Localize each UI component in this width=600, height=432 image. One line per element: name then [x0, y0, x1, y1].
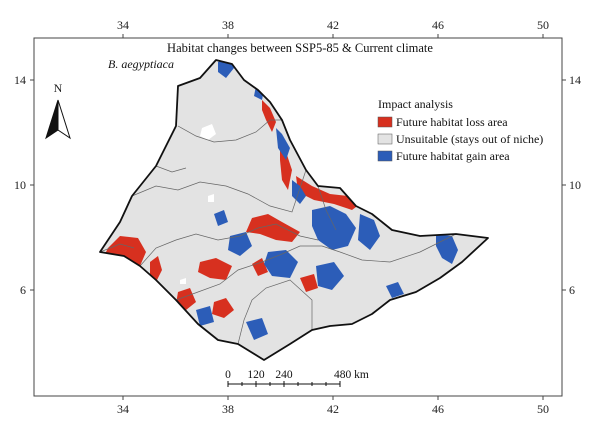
- lon-tick-bottom-46: 46: [432, 402, 444, 416]
- north-label: N: [54, 81, 63, 95]
- legend: Impact analysis Future habitat loss area…: [377, 97, 543, 163]
- lat-tick-right-10: 10: [569, 178, 581, 192]
- ethiopia-map-body: [99, 59, 489, 361]
- lat-tick-left-14: 14: [14, 73, 26, 87]
- species-label: B. aegyptiaca: [108, 57, 174, 71]
- lon-tick-top-38: 38: [222, 18, 234, 32]
- scale-bar: 0 120 240 480 km: [225, 369, 369, 387]
- lon-tick-bottom-34: 34: [117, 402, 129, 416]
- side-tick-marks: [30, 79, 566, 291]
- top-tick-marks: [122, 34, 544, 38]
- regional-borders: [100, 119, 457, 345]
- lat-tick-right-6: 6: [569, 283, 575, 297]
- legend-swatch-unsuitable: [377, 133, 393, 145]
- map-title: Habitat changes between SSP5-85 & Curren…: [167, 41, 433, 55]
- lon-tick-top-34: 34: [117, 18, 129, 32]
- scale-label-0: 0: [225, 369, 231, 381]
- country-outline: [99, 59, 489, 361]
- lon-tick-top-46: 46: [432, 18, 444, 32]
- lon-tick-bottom-38: 38: [222, 402, 234, 416]
- lon-tick-bottom-42: 42: [327, 402, 339, 416]
- north-arrow-icon: N: [45, 81, 71, 140]
- legend-label-unsuitable: Unsuitable (stays out of niche): [396, 132, 543, 146]
- legend-title: Impact analysis: [378, 97, 453, 111]
- lat-tick-left-6: 6: [20, 283, 26, 297]
- lat-tick-right-14: 14: [569, 73, 581, 87]
- lat-tick-left-10: 10: [14, 178, 26, 192]
- lon-tick-bottom-50: 50: [537, 402, 549, 416]
- legend-swatch-gain: [377, 150, 393, 162]
- lon-tick-top-50: 50: [537, 18, 549, 32]
- bottom-tick-marks: [122, 396, 544, 400]
- legend-label-loss: Future habitat loss area: [396, 115, 508, 129]
- lon-tick-top-42: 42: [327, 18, 339, 32]
- scale-label-480: 480 km: [334, 369, 369, 381]
- scale-label-240: 240: [275, 369, 293, 381]
- legend-label-gain: Future habitat gain area: [396, 149, 510, 163]
- no-data-spots: [180, 124, 216, 284]
- scale-label-120: 120: [247, 369, 265, 381]
- legend-swatch-loss: [377, 116, 393, 128]
